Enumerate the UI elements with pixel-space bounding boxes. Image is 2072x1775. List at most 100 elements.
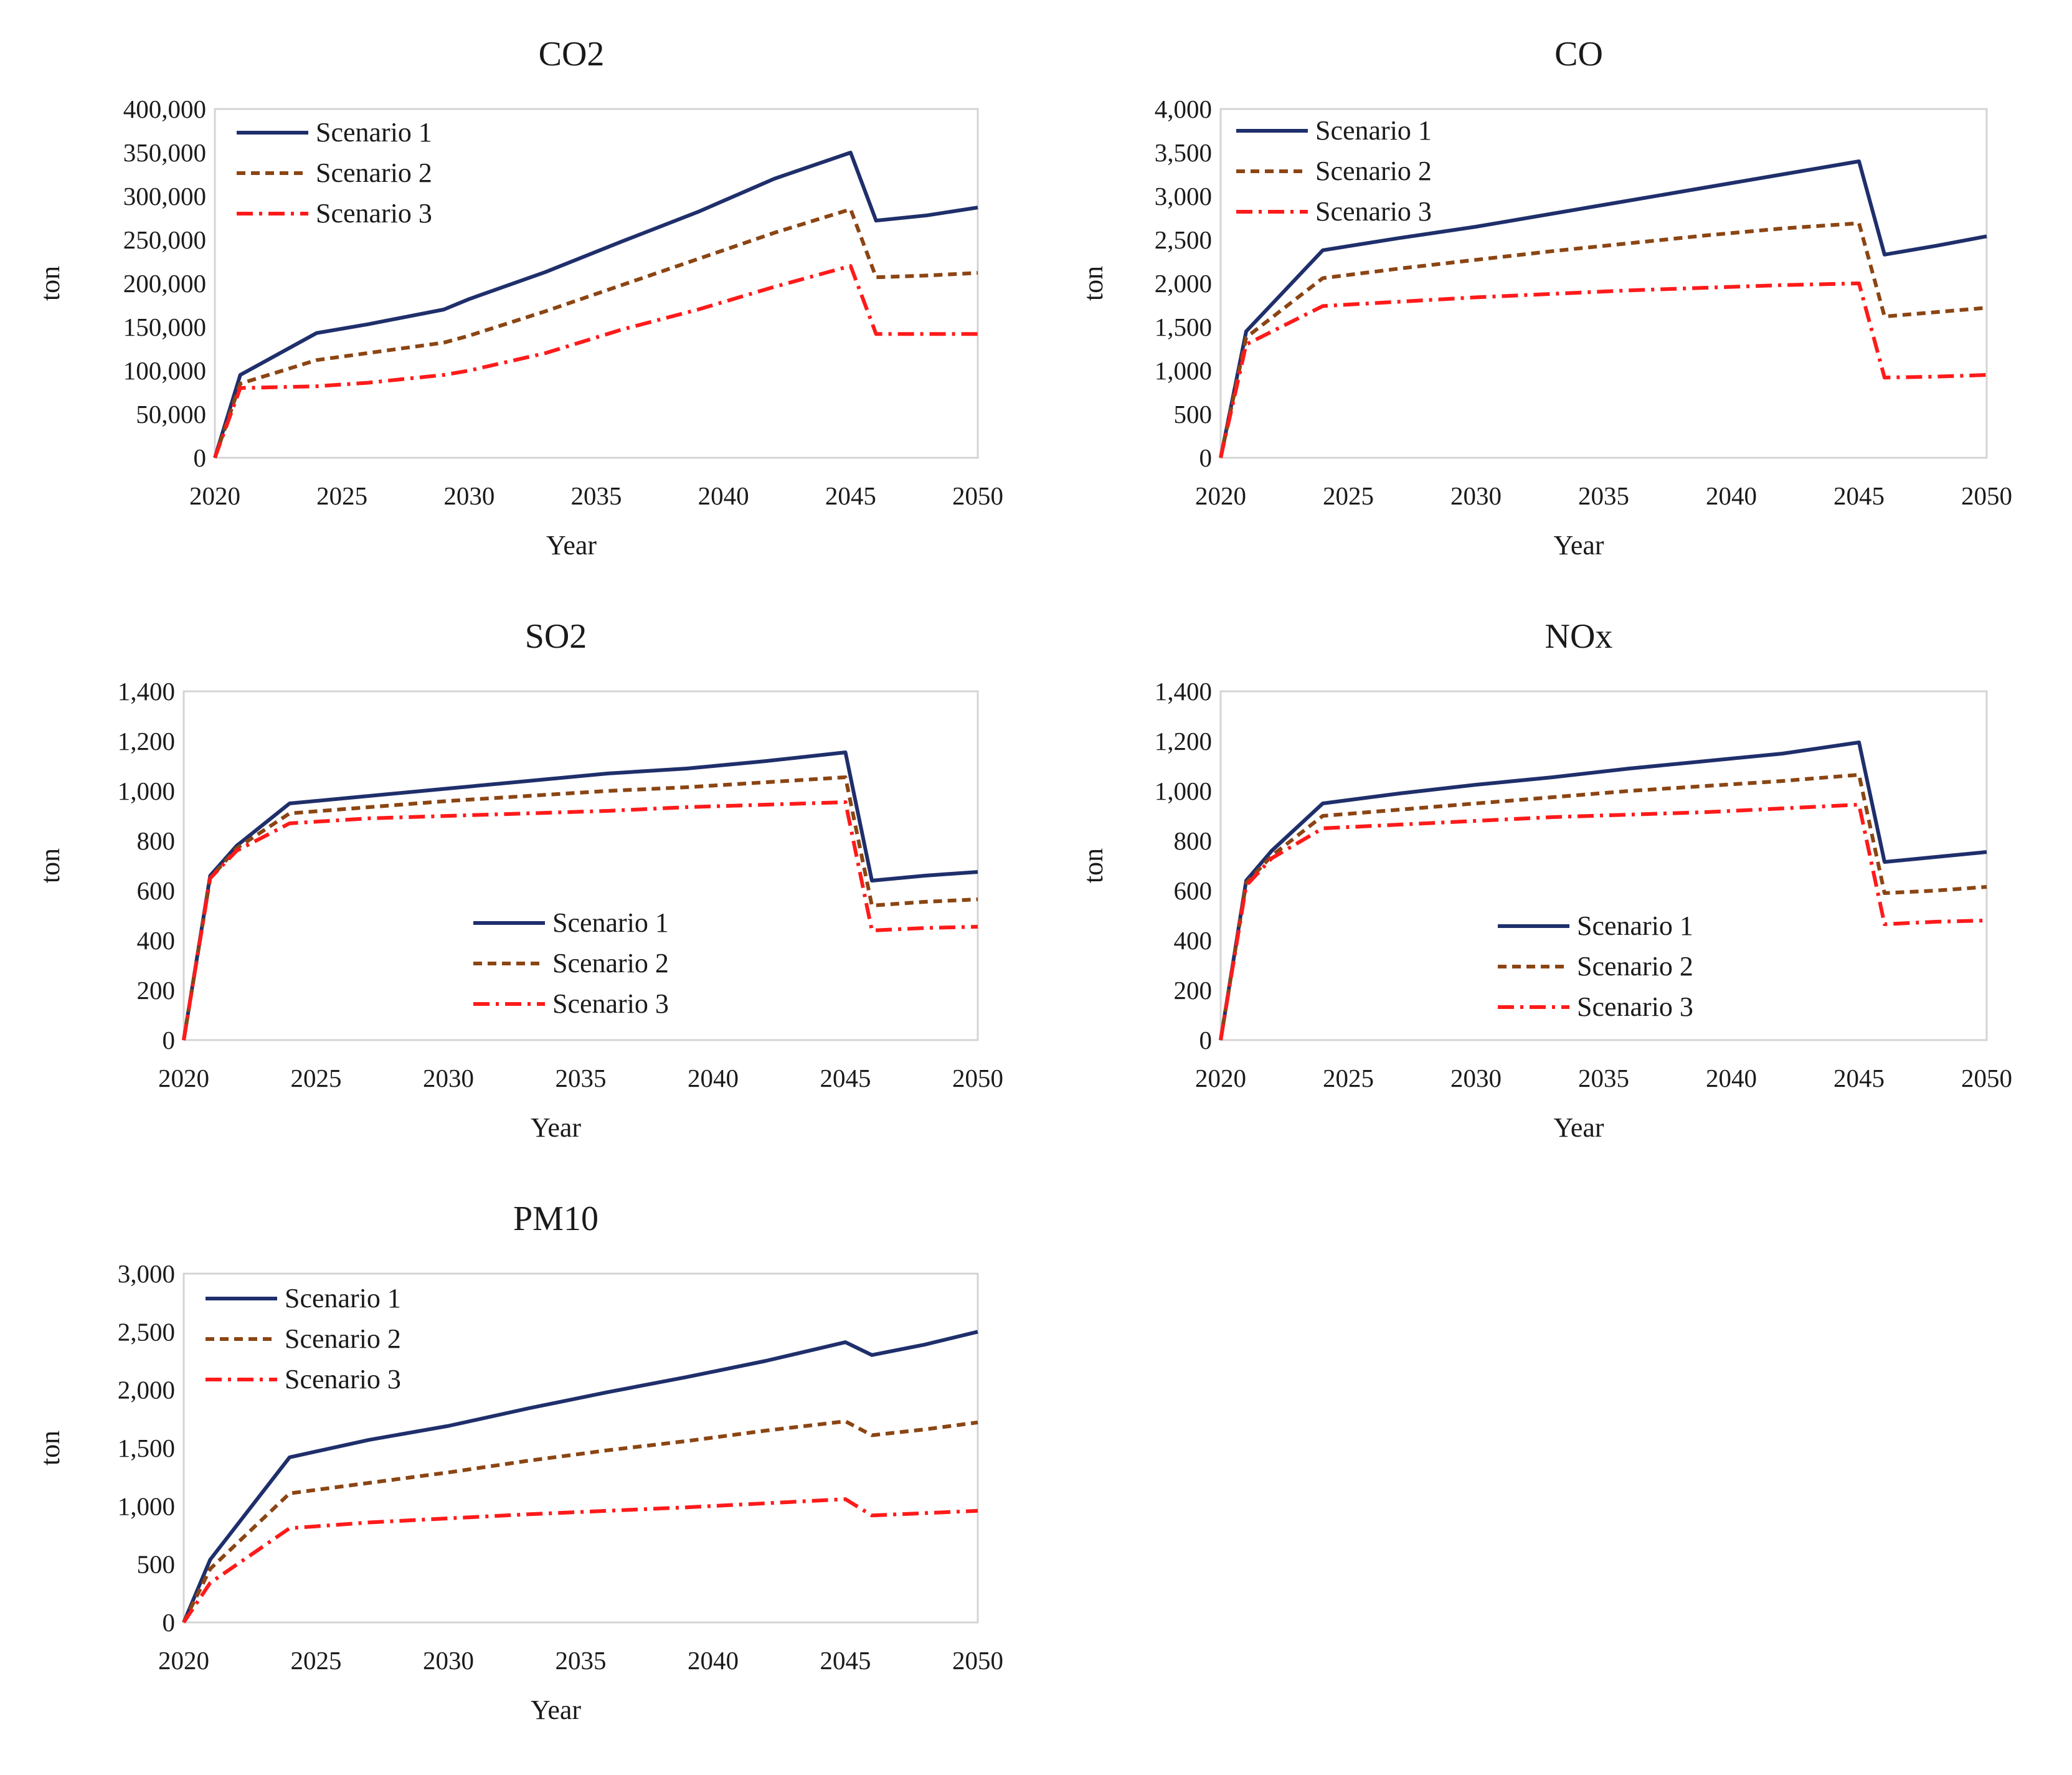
y-axis-label: ton [35,266,65,301]
y-tick-label: 2,500 [1155,225,1212,254]
y-tick-label: 500 [1174,400,1213,428]
chart-panel-co2: CO2 0 50,000 100,000 150,000 200,000 250,000 30… [0,19,1028,610]
chart-co: CO 0 500 1,000 1,500 2,000 2,500 3,000 3,500 4,00… [1078,35,2012,561]
x-tick-label: 2050 [952,1646,1003,1675]
legend-label-1: Scenario 1 [1577,911,1693,941]
plot-area [1219,108,1988,459]
x-tick-label: 2020 [189,481,240,510]
x-tick-label: 2035 [571,481,622,510]
y-tick-label: 500 [137,1550,176,1579]
y-tick-label: 350,000 [123,138,206,167]
y-tick-label: 800 [1174,826,1213,855]
y-tick-label: 100,000 [123,356,206,385]
chart-title: CO2 [539,35,605,73]
x-tick-label: 2040 [698,481,749,510]
y-axis-label: ton [35,1431,65,1465]
legend-label-3: Scenario 3 [1577,992,1693,1022]
legend-label-1: Scenario 1 [1315,115,1432,146]
legend-label-3: Scenario 3 [285,1364,401,1394]
y-tick-label: 0 [1199,1026,1213,1054]
series-line-2 [182,775,978,1041]
chart-title: NOx [1545,617,1613,656]
x-tick-label: 2025 [1323,481,1374,510]
chart-so2: SO2 0 200 400 600 800 1,000 1,200 1,400 2020 2025 2… [35,617,1003,1143]
x-tick-label: 2045 [1833,1064,1885,1092]
series-line-1 [182,1330,978,1624]
series-line-3 [182,1497,978,1624]
x-tick-label: 2040 [1706,481,1757,510]
y-axis-label: ton [35,848,65,883]
x-tick-label: 2030 [423,1064,474,1092]
series-line-1 [182,750,978,1041]
x-tick-label: 2020 [1195,1064,1246,1092]
legend-label-3: Scenario 3 [552,988,669,1019]
y-tick-label: 0 [163,1026,176,1054]
y-tick-label: 1,000 [118,777,175,805]
legend-label-1: Scenario 1 [316,117,432,148]
legend-label-2: Scenario 2 [552,948,669,978]
chart-title: PM10 [513,1200,598,1238]
x-tick-label: 2050 [952,1064,1003,1092]
series-line-1 [1219,159,1987,458]
y-tick-label: 1,000 [118,1492,175,1520]
x-tick-label: 2035 [556,1064,607,1092]
x-tick-label: 2020 [158,1064,209,1092]
y-tick-label: 50,000 [136,400,206,428]
y-tick-label: 600 [137,876,176,905]
y-tick-label: 1,500 [1155,313,1212,341]
x-tick-label: 2035 [1578,481,1629,510]
x-tick-label: 2050 [1961,481,2012,510]
y-tick-label: 0 [194,443,207,472]
y-tick-label: 400,000 [123,95,206,123]
x-tick-label: 2040 [688,1646,739,1675]
x-tick-label: 2020 [1195,481,1246,510]
y-tick-label: 1,000 [1155,777,1212,805]
y-tick-label: 1,400 [118,677,175,706]
x-tick-label: 2045 [1833,481,1885,510]
y-tick-label: 2,000 [118,1376,175,1404]
x-tick-label: 2040 [1706,1064,1757,1092]
plot-area [214,108,979,459]
x-tick-label: 2025 [1323,1064,1374,1092]
y-tick-label: 400 [137,926,176,955]
y-tick-label: 1,200 [118,727,175,755]
plot-area [182,690,979,1041]
y-tick-label: 200 [1174,976,1213,1005]
y-tick-label: 1,400 [1155,677,1212,706]
x-tick-label: 2030 [443,481,494,510]
series-line-2 [1219,773,1987,1041]
x-tick-label: 2020 [158,1646,209,1675]
x-tick-label: 2035 [556,1646,607,1675]
y-tick-label: 400 [1174,926,1213,955]
y-tick-label: 250,000 [123,225,206,254]
x-tick-label: 2045 [820,1064,871,1092]
x-tick-label: 2025 [291,1064,342,1092]
x-axis-label: Year [546,530,597,561]
y-tick-label: 3,000 [1155,182,1212,211]
series-line-1 [1219,741,1987,1041]
x-axis-label: Year [1553,530,1604,561]
x-tick-label: 2045 [825,481,876,510]
series-line-3 [182,800,978,1041]
x-tick-label: 2050 [952,481,1003,510]
legend-label-2: Scenario 2 [1577,951,1693,982]
x-axis-label: Year [531,1112,581,1143]
y-tick-label: 2,500 [118,1317,175,1346]
x-tick-label: 2025 [316,481,367,510]
x-axis-label: Year [531,1695,581,1725]
series-line-3 [1219,282,1987,458]
legend-label-2: Scenario 2 [1315,156,1432,186]
chart-title: CO [1554,35,1603,73]
x-tick-label: 2050 [1961,1064,2012,1092]
y-tick-label: 200,000 [123,269,206,298]
series-line-1 [213,151,978,458]
y-axis-label: ton [1078,266,1109,301]
legend-label-3: Scenario 3 [316,198,432,229]
series-line-3 [1219,803,1987,1041]
chart-title: SO2 [525,617,587,656]
x-tick-label: 2025 [291,1646,342,1675]
legend-label-2: Scenario 2 [285,1323,401,1354]
chart-panel-nox: NOx 0 200 400 600 800 1,000 1,200 1,400 2020 2025 2… [1028,601,2055,1193]
chart-nox: NOx 0 200 400 600 800 1,000 1,200 1,400 2020 2025 2… [1078,617,2012,1143]
legend-label-2: Scenario 2 [316,158,432,188]
